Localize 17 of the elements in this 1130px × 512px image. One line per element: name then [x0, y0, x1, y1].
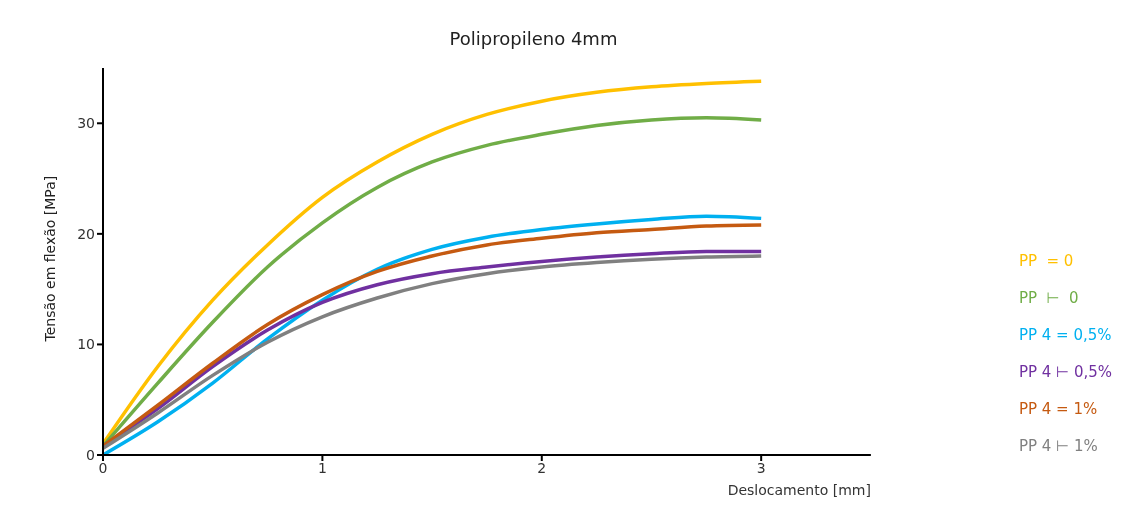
chart-title: Polipropileno 4mm: [448, 28, 619, 49]
x-axis-title: Deslocamento [mm]: [727, 482, 871, 498]
text: PP 4 ⊢ 0,5%: [1018, 362, 1112, 383]
y-tick-label: 20: [77, 225, 95, 242]
text: PP 4 = 1%: [1018, 399, 1099, 420]
y-tick-label: 30: [77, 115, 95, 132]
x-tick-label: 2: [537, 459, 547, 476]
text: PP 4 = 0,5%: [1018, 325, 1112, 346]
text: PP 4 ⊢ 1%: [1018, 436, 1099, 457]
y-tick-label: 0: [86, 446, 95, 463]
text: PP = 0: [1018, 251, 1075, 272]
x-tick-label: 1: [317, 459, 327, 476]
y-tick-label: 10: [77, 336, 95, 353]
x-tick-label: 3: [756, 459, 766, 476]
x-tick-label: 0: [98, 459, 108, 476]
y-axis-title: Tensão em flexão [MPa]: [41, 175, 58, 343]
text: PP ⊢ 0: [1018, 288, 1080, 309]
